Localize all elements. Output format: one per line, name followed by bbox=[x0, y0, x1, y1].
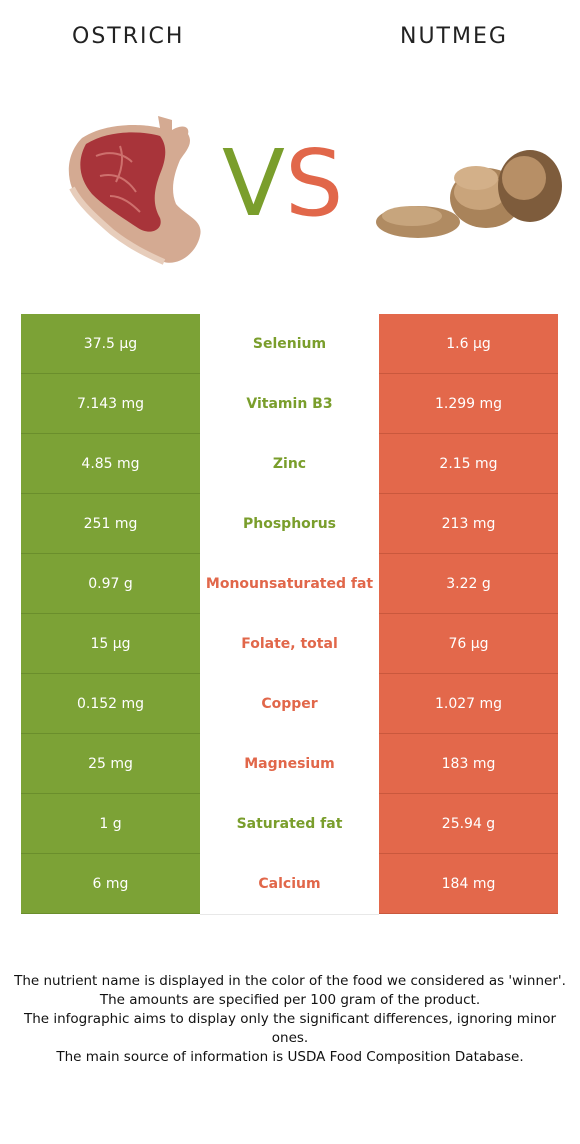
row-divider bbox=[21, 673, 558, 674]
nutrient-row: 7.143 mg Vitamin B3 1.299 mg bbox=[21, 374, 558, 434]
nutmeg-value: 1.027 mg bbox=[379, 674, 558, 733]
ostrich-value: 6 mg bbox=[21, 854, 200, 913]
vs-label: VS bbox=[222, 138, 343, 230]
ostrich-value: 25 mg bbox=[21, 734, 200, 793]
nutrient-row: 1 g Saturated fat 25.94 g bbox=[21, 794, 558, 854]
nutrient-name: Vitamin B3 bbox=[200, 374, 379, 433]
ostrich-value: 15 µg bbox=[21, 614, 200, 673]
nutmeg-value: 25.94 g bbox=[379, 794, 558, 853]
footer-line: The infographic aims to display only the… bbox=[23, 1011, 557, 1046]
comparison-table: 37.5 µg Selenium 1.6 µg 7.143 mg Vitamin B3 1… bbox=[21, 314, 558, 915]
row-divider bbox=[21, 793, 558, 794]
left-food-title: OSTRICH bbox=[72, 24, 185, 49]
row-divider bbox=[21, 913, 558, 914]
right-food-title: NUTMEG bbox=[400, 24, 508, 49]
nutmeg-value: 213 mg bbox=[379, 494, 558, 553]
nutrient-name: Magnesium bbox=[200, 734, 379, 793]
nutrient-name: Monounsaturated fat bbox=[200, 554, 379, 613]
nutrient-row: 0.97 g Monounsaturated fat 3.22 g bbox=[21, 554, 558, 614]
nutrient-row: 6 mg Calcium 184 mg bbox=[21, 854, 558, 914]
ostrich-meat-image bbox=[68, 116, 562, 265]
nutmeg-value: 183 mg bbox=[379, 734, 558, 793]
nutrient-name: Saturated fat bbox=[200, 794, 379, 853]
nutrient-row: 0.152 mg Copper 1.027 mg bbox=[21, 674, 558, 734]
nutmeg-value: 1.299 mg bbox=[379, 374, 558, 433]
row-divider bbox=[21, 373, 558, 374]
footer-notes: The nutrient name is displayed in the co… bbox=[14, 972, 566, 1067]
footer-line: The amounts are specified per 100 gram o… bbox=[99, 992, 481, 1008]
nutrient-name: Selenium bbox=[200, 314, 379, 373]
vs-s-letter: S bbox=[284, 130, 344, 237]
nutrient-row: 15 µg Folate, total 76 µg bbox=[21, 614, 558, 674]
ostrich-value: 251 mg bbox=[21, 494, 200, 553]
ostrich-value: 37.5 µg bbox=[21, 314, 200, 373]
nutrient-name: Zinc bbox=[200, 434, 379, 493]
row-divider bbox=[21, 553, 558, 554]
row-divider bbox=[21, 853, 558, 854]
ostrich-value: 0.152 mg bbox=[21, 674, 200, 733]
nutrient-name: Calcium bbox=[200, 854, 379, 913]
footer-line: The main source of information is USDA F… bbox=[56, 1049, 524, 1065]
nutmeg-value: 1.6 µg bbox=[379, 314, 558, 373]
vs-v-letter: V bbox=[222, 130, 285, 237]
nutmeg-value: 184 mg bbox=[379, 854, 558, 913]
footer-line: The nutrient name is displayed in the co… bbox=[14, 973, 566, 989]
nutmeg-value: 2.15 mg bbox=[379, 434, 558, 493]
nutrient-row: 4.85 mg Zinc 2.15 mg bbox=[21, 434, 558, 494]
row-divider bbox=[21, 493, 558, 494]
nutrient-name: Copper bbox=[200, 674, 379, 733]
row-divider bbox=[21, 733, 558, 734]
ostrich-value: 7.143 mg bbox=[21, 374, 200, 433]
nutrient-row: 251 mg Phosphorus 213 mg bbox=[21, 494, 558, 554]
nutmeg-value: 3.22 g bbox=[379, 554, 558, 613]
row-divider bbox=[21, 433, 558, 434]
nutrient-row: 37.5 µg Selenium 1.6 µg bbox=[21, 314, 558, 374]
nutrient-name: Phosphorus bbox=[200, 494, 379, 553]
nutrient-name: Folate, total bbox=[200, 614, 379, 673]
nutrient-row: 25 mg Magnesium 183 mg bbox=[21, 734, 558, 794]
row-divider bbox=[21, 613, 558, 614]
ostrich-value: 4.85 mg bbox=[21, 434, 200, 493]
nutmeg-value: 76 µg bbox=[379, 614, 558, 673]
ostrich-value: 1 g bbox=[21, 794, 200, 853]
ostrich-value: 0.97 g bbox=[21, 554, 200, 613]
